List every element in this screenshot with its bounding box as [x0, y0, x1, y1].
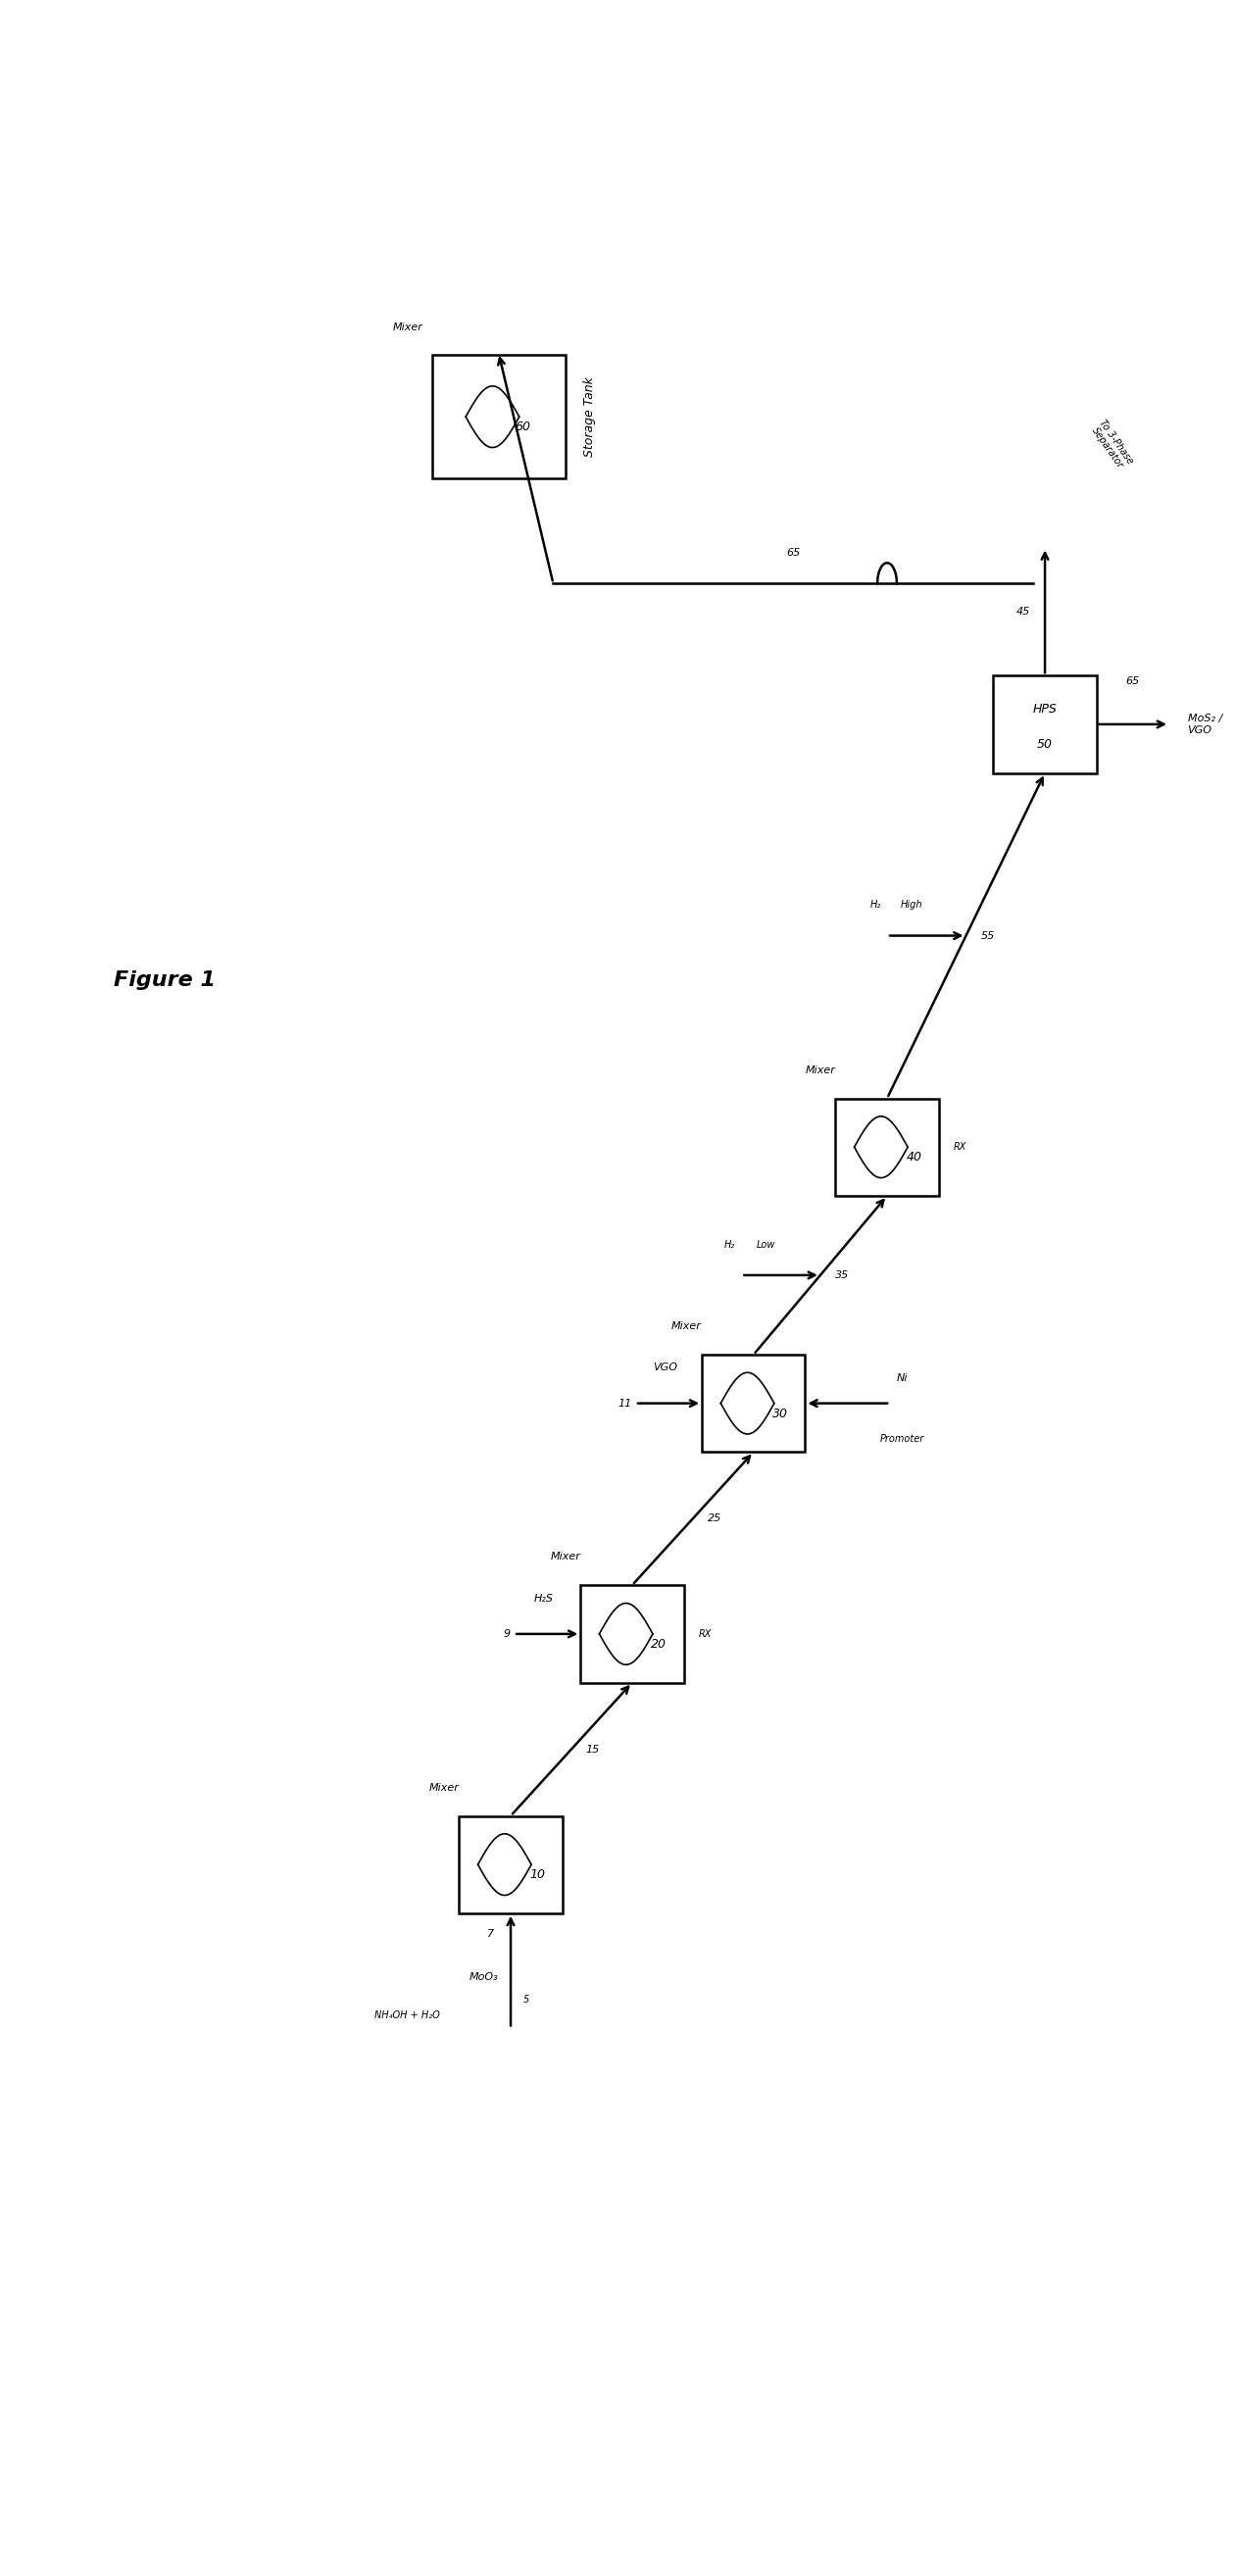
- Text: Figure 1: Figure 1: [114, 971, 215, 989]
- Text: RX: RX: [698, 1628, 712, 1638]
- Text: Storage Tank: Storage Tank: [583, 376, 596, 456]
- Text: 11: 11: [618, 1399, 632, 1409]
- Text: 65: 65: [1126, 675, 1140, 685]
- Text: NH₄OH + H₂O: NH₄OH + H₂O: [375, 2012, 440, 2020]
- Text: Promoter: Promoter: [880, 1435, 925, 1445]
- Bar: [581, 1584, 684, 1682]
- Text: 45: 45: [1016, 605, 1031, 616]
- Text: 50: 50: [1037, 739, 1053, 752]
- Text: Mixer: Mixer: [671, 1321, 702, 1332]
- Bar: [431, 355, 565, 479]
- Bar: [836, 1097, 938, 1195]
- Text: 60: 60: [515, 420, 530, 433]
- Text: 15: 15: [586, 1744, 599, 1754]
- Text: Low: Low: [756, 1239, 775, 1249]
- Text: 35: 35: [834, 1270, 849, 1280]
- Text: MoO₃: MoO₃: [470, 1973, 498, 1981]
- Bar: [702, 1355, 805, 1453]
- Text: 65: 65: [786, 549, 800, 559]
- Text: 7: 7: [487, 1929, 493, 1940]
- Text: VGO: VGO: [654, 1363, 677, 1373]
- Text: HPS: HPS: [1033, 703, 1057, 716]
- Text: 40: 40: [906, 1151, 922, 1164]
- Text: Ni: Ni: [896, 1373, 908, 1383]
- Text: Mixer: Mixer: [550, 1553, 581, 1561]
- Text: Mixer: Mixer: [392, 322, 423, 332]
- Text: Mixer: Mixer: [805, 1066, 836, 1074]
- Text: 25: 25: [707, 1515, 722, 1522]
- Text: Mixer: Mixer: [429, 1783, 459, 1793]
- Text: MoS₂ /
VGO: MoS₂ / VGO: [1188, 714, 1222, 734]
- Bar: [459, 1816, 562, 1914]
- Text: H₂: H₂: [724, 1239, 735, 1249]
- Bar: [994, 675, 1096, 773]
- Text: To 3-Phase
Separator: To 3-Phase Separator: [1088, 417, 1135, 471]
- Text: 5: 5: [523, 1996, 529, 2004]
- Text: 9: 9: [503, 1628, 510, 1638]
- Text: H₂S: H₂S: [534, 1595, 554, 1602]
- Text: RX: RX: [953, 1141, 967, 1151]
- Text: 10: 10: [529, 1868, 545, 1880]
- Text: 55: 55: [980, 930, 995, 940]
- Text: 30: 30: [772, 1406, 789, 1419]
- Text: 20: 20: [651, 1638, 666, 1651]
- Text: H₂: H₂: [870, 899, 881, 909]
- Text: High: High: [900, 899, 922, 909]
